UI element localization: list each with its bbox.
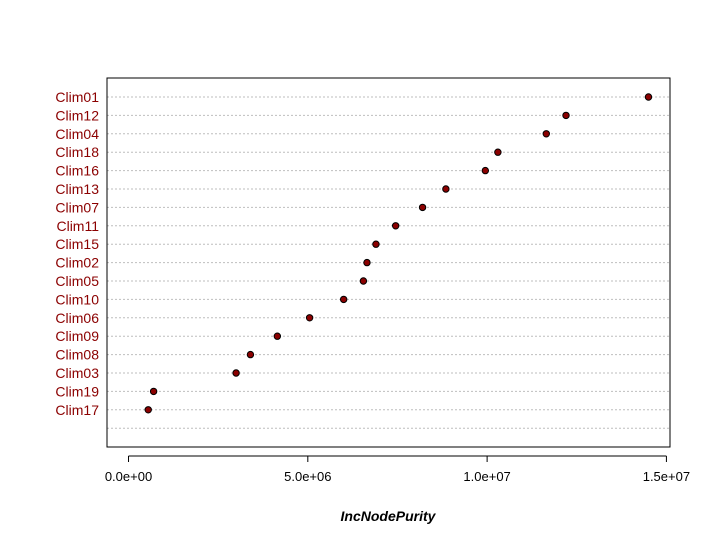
data-point (494, 148, 502, 156)
category-label: Clim15 (55, 236, 99, 252)
x-axis: 0.0e+00 5.0e+06 1.0e+07 1.5e+07 (105, 455, 690, 484)
category-labels: Clim01 Clim12 Clim04 Clim18 Clim16 Clim13 Clim… (55, 89, 99, 418)
category-label: Clim19 (55, 383, 99, 399)
category-label: Clim09 (55, 328, 99, 344)
category-label: Clim07 (55, 199, 99, 215)
data-point (363, 258, 371, 267)
x-tick-label: 0.0e+00 (105, 469, 152, 484)
x-axis-label: IncNodePurity (341, 508, 437, 524)
x-tick-label: 1.5e+07 (643, 469, 690, 484)
data-point (339, 295, 348, 304)
data-point (273, 332, 282, 340)
category-label: Clim11 (56, 218, 99, 234)
data-point (442, 185, 450, 193)
data-points (144, 93, 653, 414)
category-label: Clim01 (55, 89, 99, 105)
data-point (232, 369, 240, 377)
category-label: Clim10 (55, 291, 99, 307)
grid-lines (107, 96, 670, 429)
data-point (418, 203, 427, 212)
plot-frame (106, 77, 671, 448)
category-label: Clim06 (55, 310, 99, 326)
category-label: Clim16 (55, 163, 99, 179)
x-tick-label: 1.0e+07 (463, 469, 510, 484)
category-label: Clim04 (55, 126, 99, 142)
category-label: Clim08 (55, 347, 99, 363)
data-point (372, 240, 380, 248)
data-point (144, 406, 152, 414)
data-point (246, 350, 255, 359)
x-tick-label: 5.0e+06 (284, 469, 331, 484)
data-point (481, 166, 490, 175)
category-label: Clim05 (55, 273, 99, 289)
category-label: Clim18 (55, 144, 99, 160)
category-label: Clim12 (55, 107, 99, 123)
category-label: Clim02 (55, 255, 99, 271)
data-point (359, 277, 368, 285)
category-label: Clim17 (55, 402, 99, 418)
data-point (149, 387, 158, 396)
data-point (562, 111, 570, 120)
data-point (542, 130, 550, 138)
category-label: Clim03 (55, 365, 99, 381)
data-point (391, 222, 400, 230)
data-point (305, 314, 314, 322)
category-label: Clim13 (55, 181, 99, 197)
data-point (644, 93, 653, 101)
